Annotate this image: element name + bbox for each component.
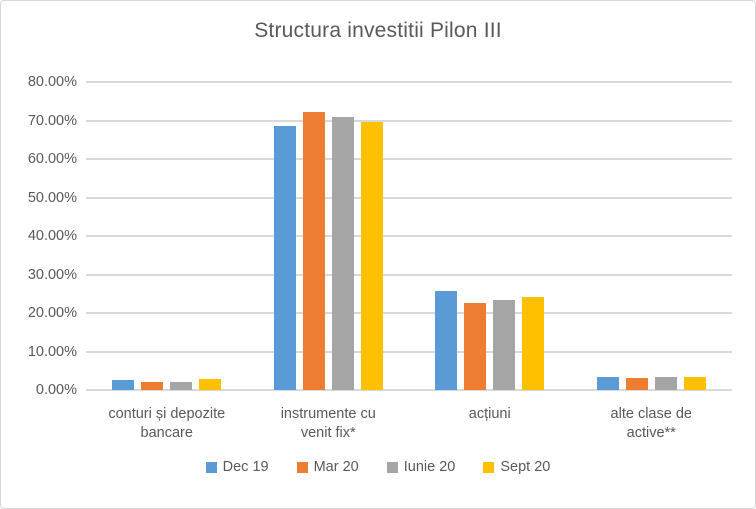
legend-label: Iunie 20 bbox=[403, 459, 456, 475]
bar bbox=[654, 376, 677, 390]
bar bbox=[464, 303, 487, 390]
bar bbox=[112, 380, 135, 390]
bar bbox=[596, 377, 619, 390]
gridline bbox=[86, 312, 732, 314]
gridline bbox=[86, 235, 732, 237]
bar-group bbox=[86, 82, 248, 390]
gridline bbox=[86, 350, 732, 353]
y-tick-label: 30.00% bbox=[27, 266, 77, 283]
x-axis: conturi și depozite bancare instrumente cu… bbox=[86, 399, 732, 443]
legend-item: Sept 20 bbox=[483, 459, 550, 475]
bar bbox=[199, 378, 222, 390]
legend-swatch-icon bbox=[386, 461, 398, 473]
y-tick-label: 70.00% bbox=[27, 112, 77, 129]
gridline bbox=[86, 81, 732, 83]
bar bbox=[522, 296, 545, 390]
bar bbox=[273, 126, 296, 390]
legend-item: Iunie 20 bbox=[386, 459, 456, 475]
y-axis: 0.00% 10.00% 20.00% 30.00% 40.00% 50.00% 60.00… bbox=[1, 74, 77, 398]
bar-group bbox=[571, 82, 733, 390]
bar bbox=[331, 117, 354, 390]
x-tick-label: conturi și depozite bancare bbox=[108, 406, 226, 441]
x-tick-label: alte clase de active** bbox=[610, 406, 692, 441]
gridline bbox=[86, 119, 732, 122]
y-tick-label: 80.00% bbox=[27, 74, 77, 90]
bar bbox=[625, 378, 648, 390]
y-tick-label: 60.00% bbox=[27, 151, 77, 167]
y-tick-label: 20.00% bbox=[27, 305, 77, 321]
bar-group bbox=[248, 82, 410, 390]
gridline bbox=[86, 389, 732, 391]
x-tick-label: acțiuni bbox=[468, 406, 511, 422]
y-tick-label: 50.00% bbox=[27, 189, 77, 206]
legend-label: Mar 20 bbox=[313, 459, 359, 475]
legend-item: Dec 19 bbox=[205, 459, 269, 475]
bar bbox=[435, 291, 458, 390]
plot-area bbox=[86, 81, 732, 391]
legend: Dec 19 Mar 20 Iunie 20 Sept 20 bbox=[1, 459, 755, 475]
gridline bbox=[86, 196, 732, 199]
bar bbox=[302, 111, 325, 390]
legend-swatch-icon bbox=[205, 461, 217, 473]
x-tick-label: instrumente cu venit fix* bbox=[280, 406, 376, 441]
gridline bbox=[86, 158, 732, 160]
legend-label: Dec 19 bbox=[222, 459, 269, 475]
bar bbox=[141, 381, 164, 390]
bar bbox=[683, 377, 706, 390]
y-tick-label: 10.00% bbox=[27, 343, 77, 360]
legend-item: Mar 20 bbox=[296, 459, 359, 475]
bar bbox=[170, 381, 193, 390]
bar bbox=[493, 299, 516, 390]
legend-swatch-icon bbox=[483, 461, 495, 473]
bar-group bbox=[409, 82, 571, 390]
legend-swatch-icon bbox=[296, 461, 308, 473]
y-tick-label: 0.00% bbox=[35, 382, 77, 398]
y-tick-label: 40.00% bbox=[27, 228, 77, 244]
gridline bbox=[86, 273, 732, 276]
chart-title: Structura investitii Pilon III bbox=[254, 19, 502, 42]
bar-groups bbox=[86, 82, 732, 390]
legend-label: Sept 20 bbox=[500, 459, 551, 475]
bar bbox=[360, 122, 383, 390]
